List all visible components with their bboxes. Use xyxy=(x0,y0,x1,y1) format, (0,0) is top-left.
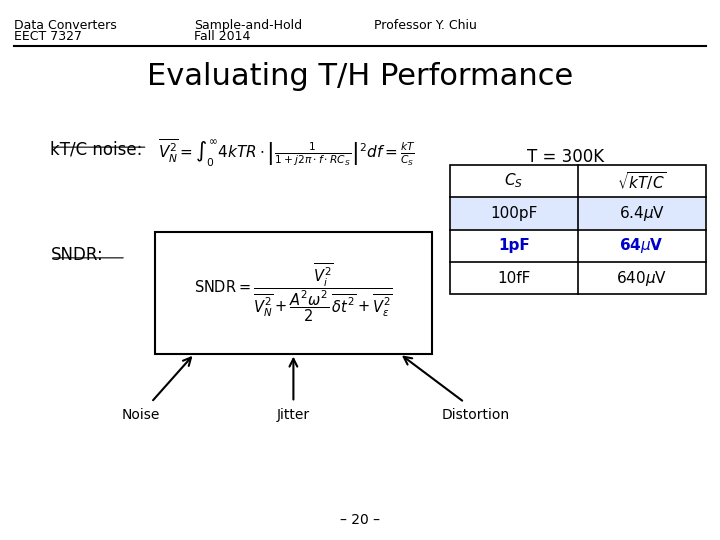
Text: T = 300K: T = 300K xyxy=(526,148,604,166)
Text: 640$\mu$V: 640$\mu$V xyxy=(616,268,667,288)
Text: SNDR:: SNDR: xyxy=(50,246,103,264)
Text: $\mathrm{SNDR} = \dfrac{\overline{V_i^2}}{\overline{V_N^2} + \dfrac{A^2\omega^2}: $\mathrm{SNDR} = \dfrac{\overline{V_i^2}… xyxy=(194,262,392,324)
FancyBboxPatch shape xyxy=(451,198,705,229)
Text: kT/C noise:: kT/C noise: xyxy=(50,140,143,158)
Text: Noise: Noise xyxy=(121,408,160,422)
Text: 10fF: 10fF xyxy=(498,271,531,286)
Text: 1pF: 1pF xyxy=(498,238,530,253)
FancyBboxPatch shape xyxy=(450,165,706,294)
Text: Jitter: Jitter xyxy=(276,408,310,422)
Text: 6.4$\mu$V: 6.4$\mu$V xyxy=(618,204,665,223)
Text: $\overline{V_N^2} = \int_0^\infty 4kTR \cdot \left|\frac{1}{1+j2\pi \cdot f \cdo: $\overline{V_N^2} = \int_0^\infty 4kTR \… xyxy=(158,138,416,169)
FancyBboxPatch shape xyxy=(155,232,432,354)
Text: 64$\mu$V: 64$\mu$V xyxy=(619,236,664,255)
Text: Sample-and-Hold: Sample-and-Hold xyxy=(194,19,302,32)
Text: Data Converters: Data Converters xyxy=(14,19,117,32)
Text: 100pF: 100pF xyxy=(490,206,538,221)
Text: Distortion: Distortion xyxy=(441,408,509,422)
Text: Fall 2014: Fall 2014 xyxy=(194,30,251,43)
Text: Professor Y. Chiu: Professor Y. Chiu xyxy=(374,19,477,32)
Text: EECT 7327: EECT 7327 xyxy=(14,30,82,43)
Text: – 20 –: – 20 – xyxy=(340,512,380,526)
Text: $\sqrt{kT/C}$: $\sqrt{kT/C}$ xyxy=(617,170,667,192)
Text: Evaluating T/H Performance: Evaluating T/H Performance xyxy=(147,62,573,91)
Text: $C_S$: $C_S$ xyxy=(505,172,523,190)
